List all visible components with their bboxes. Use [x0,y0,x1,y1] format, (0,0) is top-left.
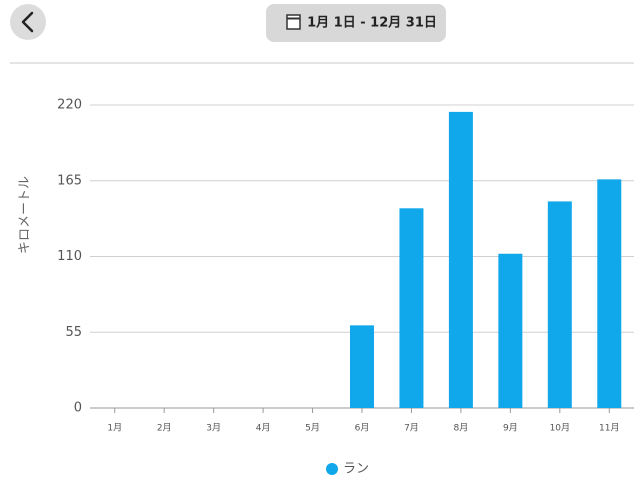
x-tick-label: 7月 [404,423,419,434]
bar [448,111,473,409]
y-tick-label: 0 [74,401,82,416]
bar [498,253,523,408]
bar [597,179,622,408]
y-tick-label: 110 [57,249,82,264]
calendar-icon [286,14,301,30]
x-tick-label: 10月 [550,423,570,434]
x-tick-label: 11月 [599,423,619,434]
bar [350,325,374,408]
legend-label: ラン [343,462,369,477]
x-tick-label: 1月 [107,423,122,434]
date-range-button[interactable] [266,4,446,42]
x-tick-label: 6月 [355,423,370,434]
back-button[interactable] [10,4,46,40]
x-tick-label: 3月 [206,423,221,434]
y-tick-label: 220 [57,98,82,113]
legend-swatch [326,463,338,475]
back-icon [21,11,34,33]
x-tick-label: 5月 [305,423,320,434]
y-tick-label: 55 [65,325,82,340]
x-tick-label: 2月 [157,423,172,434]
y-axis-label: キロメートル [18,176,33,254]
date-range: 1月 1日 - 12月 31日 [307,16,437,31]
bar [399,208,424,408]
x-tick-label: 8月 [454,423,469,434]
x-tick-label: 9月 [503,423,518,434]
x-tick-label: 4月 [256,423,271,434]
y-tick-label: 165 [57,173,82,188]
bar [547,201,572,408]
